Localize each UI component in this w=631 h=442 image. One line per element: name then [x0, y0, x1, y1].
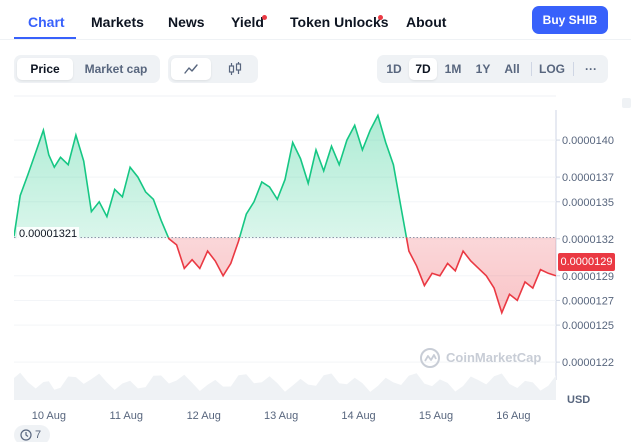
y-tick-label: 0.0000129 — [562, 271, 614, 283]
x-axis-ticks: 10 Aug 11 Aug 12 Aug 13 Aug 14 Aug 15 Aug 16 A… — [32, 410, 531, 422]
x-tick-label: 13 Aug — [264, 410, 298, 422]
top-tabs: Chart Markets News Yield Token Unlocks A… — [0, 0, 631, 44]
area-below-baseline — [168, 237, 556, 313]
range-separator — [531, 62, 532, 76]
x-tick-label: 10 Aug — [32, 410, 66, 422]
tab-about[interactable]: About — [406, 14, 447, 30]
range-7d-button[interactable]: 7D — [409, 58, 437, 80]
buy-shib-button[interactable]: Buy SHIB — [532, 6, 608, 34]
price-toggle-button[interactable]: Price — [17, 58, 73, 80]
line-chart-button[interactable] — [171, 58, 211, 80]
x-tick-label: 12 Aug — [187, 410, 221, 422]
x-tick-label: 16 Aug — [496, 410, 530, 422]
y-tick-label: 0.0000135 — [562, 197, 614, 209]
y-tick-label: 0.0000125 — [562, 320, 614, 332]
history-icon — [20, 429, 32, 441]
range-separator — [573, 62, 574, 76]
watermark-text: CoinMarketCap — [446, 350, 542, 365]
y-tick-label: 0.0000132 — [562, 234, 614, 246]
y-tick-label: 0.0000122 — [562, 357, 614, 369]
coinmarketcap-logo-icon — [420, 348, 440, 368]
baseline-price-label: 0.00001321 — [17, 227, 80, 241]
volume-bars — [14, 372, 556, 400]
candlestick-icon — [228, 62, 242, 75]
tab-chart[interactable]: Chart — [28, 14, 65, 30]
log-scale-button[interactable]: LOG — [539, 62, 565, 76]
token-unlocks-new-dot — [378, 15, 383, 20]
range-selector: 1D 7D 1M 1Y All LOG ··· — [377, 55, 608, 83]
comments-button[interactable]: 7 — [14, 425, 50, 442]
more-options-button[interactable]: ··· — [585, 62, 597, 76]
tabs-divider — [0, 39, 631, 40]
active-tab-indicator — [14, 37, 76, 39]
tab-token-unlocks[interactable]: Token Unlocks — [290, 14, 389, 30]
price-line-up — [14, 113, 408, 238]
y-tick-label: 0.0000137 — [562, 172, 614, 184]
line-chart-icon — [184, 64, 198, 74]
coinmarketcap-watermark: CoinMarketCap — [419, 346, 549, 370]
x-tick-label: 14 Aug — [341, 410, 375, 422]
x-tick-label: 11 Aug — [110, 410, 143, 422]
range-1m-button[interactable]: 1M — [444, 62, 462, 76]
area-above-baseline — [14, 115, 556, 238]
market-cap-toggle-button[interactable]: Market cap — [84, 62, 148, 76]
range-1y-button[interactable]: 1Y — [475, 62, 491, 76]
price-line-down — [167, 237, 556, 316]
x-tick-label: 15 Aug — [419, 410, 453, 422]
tab-markets[interactable]: Markets — [91, 14, 144, 30]
tab-news[interactable]: News — [168, 14, 205, 30]
range-1d-button[interactable]: 1D — [386, 62, 402, 76]
y-tick-label: 0.0000140 — [562, 135, 614, 147]
y-axis-ticks: 0.0000140 0.0000137 0.0000135 0.0000132 0.00… — [556, 135, 614, 369]
candlestick-chart-button[interactable] — [215, 58, 255, 80]
range-all-button[interactable]: All — [504, 62, 520, 76]
metric-toggle: Price Market cap — [14, 55, 160, 83]
y-tick-label: 0.0000127 — [562, 295, 614, 307]
current-price-tag: 0.0000129 — [558, 253, 615, 271]
chart-style-toggle — [168, 55, 258, 83]
currency-label: USD — [567, 394, 591, 406]
yield-new-dot — [262, 15, 267, 20]
comments-count: 7 — [35, 429, 42, 441]
panel-edge — [622, 98, 631, 108]
tab-yield[interactable]: Yield — [231, 14, 264, 30]
volume-area — [14, 372, 556, 400]
